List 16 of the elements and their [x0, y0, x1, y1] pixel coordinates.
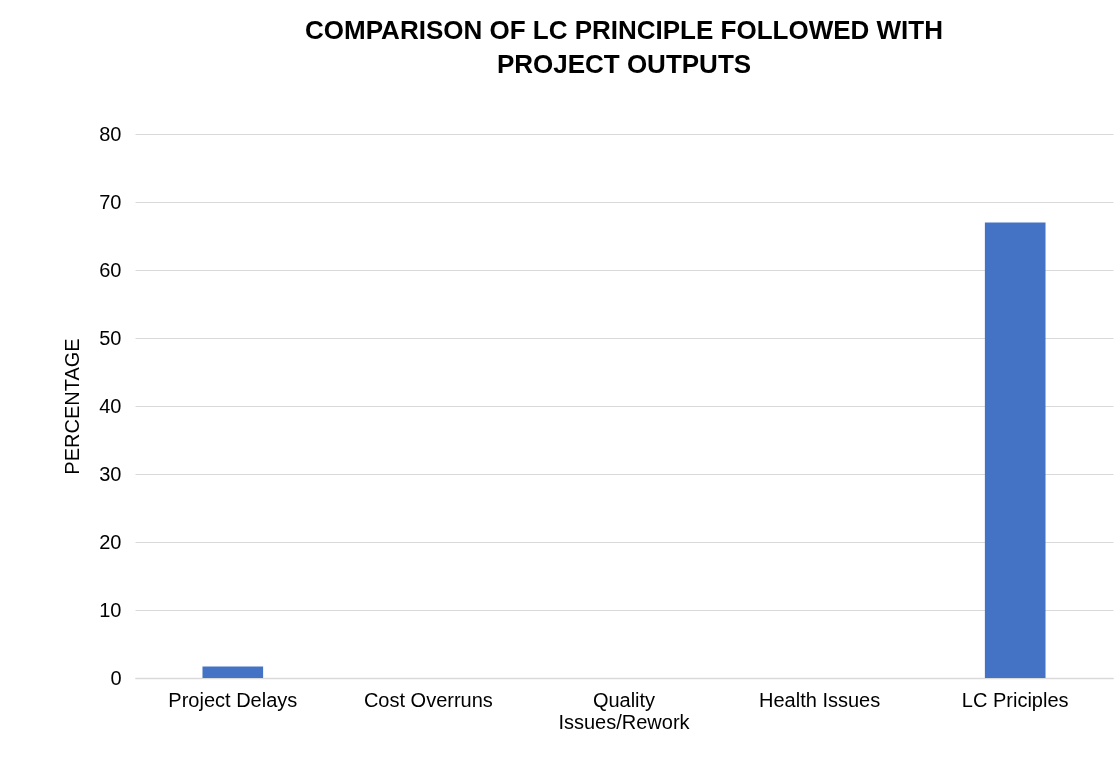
- y-tick-label: 20: [99, 530, 122, 553]
- y-tick-label: 80: [99, 122, 122, 145]
- y-tick-label: 30: [99, 462, 122, 485]
- y-tick-label: 40: [99, 394, 122, 417]
- y-axis-title: PERCENTAGE: [61, 338, 84, 475]
- chart-title: COMPARISON OF LC PRINCIPLE FOLLOWED WITH PROJECT OUTPUTS: [305, 15, 943, 79]
- x-tick-label: Health Issues: [759, 688, 881, 711]
- y-tick-label: 0: [110, 666, 122, 689]
- x-tick-label: Project Delays: [168, 688, 298, 711]
- y-tick-label: 70: [99, 190, 122, 213]
- x-tick-label: Cost Overruns: [363, 688, 493, 711]
- x-tick-label: Quality Issues/Rework: [558, 688, 691, 733]
- y-tick-label: 50: [99, 326, 122, 349]
- y-tick-label: 10: [99, 598, 122, 621]
- y-tick-label: 60: [99, 258, 122, 281]
- x-tick-label: LC Priciples: [961, 688, 1069, 711]
